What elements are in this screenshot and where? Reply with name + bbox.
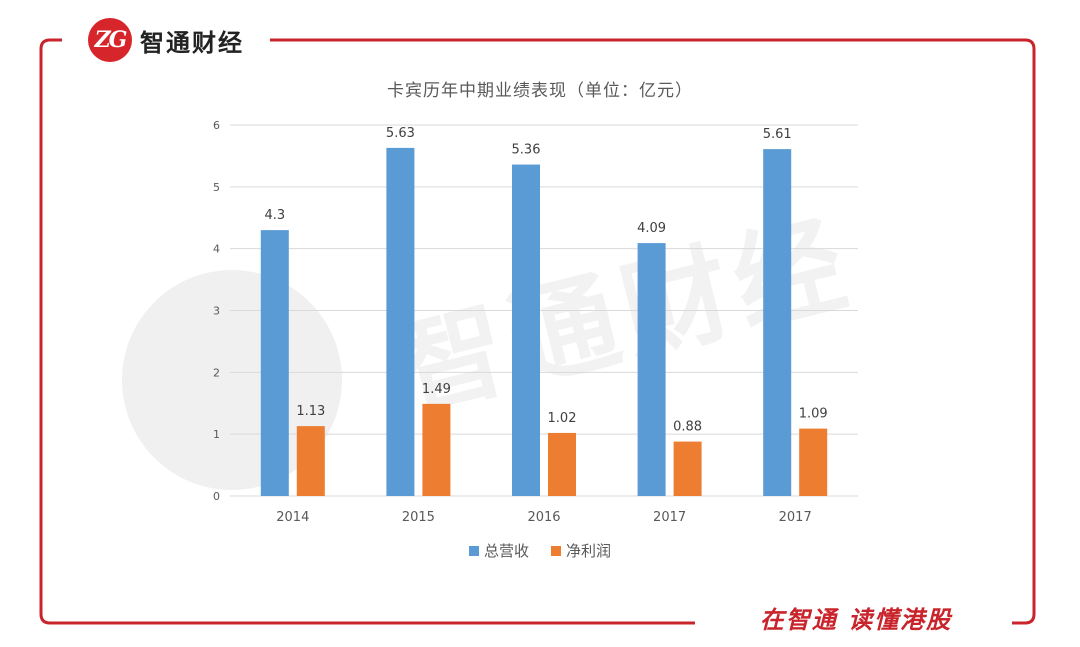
- revenue-bar: [512, 164, 540, 496]
- chart-legend: 总营收 净利润: [0, 540, 1080, 561]
- revenue-bar: [260, 230, 289, 496]
- data-label: 5.36: [512, 143, 541, 158]
- legend-item-profit: 净利润: [551, 540, 611, 561]
- data-label: 4.3: [264, 208, 285, 223]
- revenue-bar: [637, 243, 666, 496]
- y-tick-label: 1: [213, 428, 220, 441]
- y-tick-label: 6: [213, 119, 220, 132]
- y-tick-label: 3: [213, 305, 220, 318]
- slogan: 在智通 读懂港股: [700, 600, 1012, 635]
- x-tick-label: 2014: [276, 510, 309, 525]
- legend-swatch-profit: [551, 545, 561, 556]
- revenue-bar: [763, 149, 792, 497]
- y-tick-label: 4: [213, 243, 220, 256]
- x-tick-label: 2016: [527, 510, 560, 525]
- data-label: 0.88: [673, 420, 702, 435]
- y-tick-label: 2: [213, 366, 220, 379]
- data-label: 1.49: [422, 382, 451, 397]
- brand-name: 智通财经: [140, 28, 244, 57]
- x-tick-label: 2017: [779, 510, 812, 525]
- data-label: 4.09: [637, 221, 666, 236]
- x-tick-label: 2017: [653, 510, 686, 525]
- profit-bar: [799, 428, 828, 496]
- chart-title: 卡宾历年中期业绩表现（单位：亿元）: [387, 81, 693, 101]
- profit-bar: [422, 403, 451, 496]
- profit-bar: [296, 426, 325, 496]
- legend-label-revenue: 总营收: [483, 542, 529, 560]
- legend-item-revenue: 总营收: [468, 540, 529, 561]
- data-label: 1.13: [296, 404, 325, 419]
- y-tick-label: 0: [213, 490, 220, 503]
- data-label: 1.09: [799, 407, 828, 422]
- data-label: 1.02: [548, 411, 577, 426]
- profit-bar: [673, 441, 702, 496]
- profit-bar: [548, 432, 576, 496]
- revenue-bar: [386, 147, 415, 496]
- legend-label-profit: 净利润: [566, 542, 612, 560]
- data-label: 5.63: [386, 126, 415, 141]
- brand-header: ZG 智通财经: [84, 14, 254, 66]
- brand-logo-icon: ZG: [88, 18, 132, 62]
- data-label: 5.61: [763, 127, 792, 142]
- y-tick-label: 5: [213, 181, 220, 194]
- legend-swatch-revenue: [468, 545, 479, 556]
- x-tick-label: 2015: [402, 510, 435, 525]
